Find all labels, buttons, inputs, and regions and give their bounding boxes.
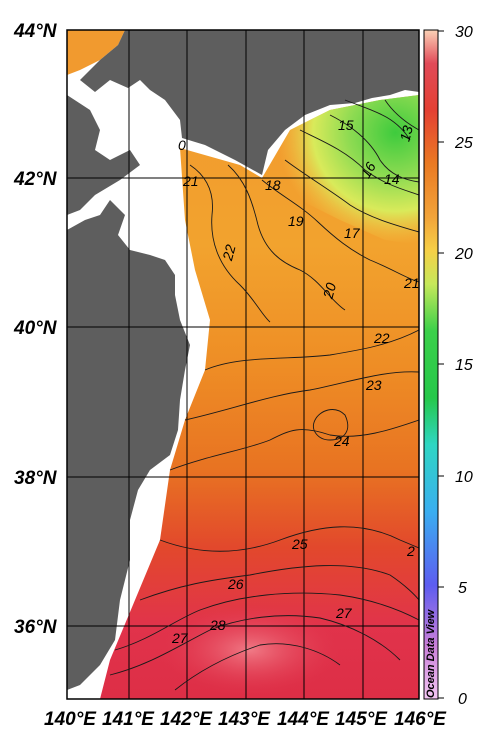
lon-label: 140°E [44,709,97,730]
contour-label: 21 [403,275,420,291]
contour-label: 23 [365,377,382,393]
contour-label: 21 [182,173,199,189]
contour-label: 0 [178,137,186,153]
contour-label: 15 [338,117,354,133]
map-frame [66,29,420,700]
contour-labels: 0 21 22 18 19 20 15 16 14 13 17 21 22 23… [171,117,420,646]
colorbar-tick: 20 [454,246,473,263]
contour-label: 18 [265,177,281,193]
lon-label: 141°E [102,709,155,730]
colorbar-tick: 15 [455,357,473,374]
contour-label: 13 [396,124,416,143]
contour-label: 17 [344,225,361,241]
contour-label: 22 [373,330,390,346]
ocean-data-view-watermark: Ocean Data View [425,608,437,698]
contour-label: 20 [319,281,339,301]
colorbar-tick: 30 [455,24,473,41]
lon-label: 146°E [394,709,447,730]
colorbar-tick: 25 [454,135,473,152]
contour-label: 27 [335,605,353,621]
isotherm-contours [109,99,419,691]
lat-label: 42°N [13,169,58,190]
lat-label: 44°N [13,21,58,42]
longitude-labels: 140°E 141°E 142°E 143°E 144°E 145°E 146°… [44,709,447,730]
contour-label: 25 [291,536,308,552]
contour-label: 27 [171,630,189,646]
land-peninsula [67,95,140,215]
cold-water-region [262,95,419,245]
lon-label: 143°E [218,709,271,730]
grid-lines [67,30,419,699]
lon-label: 145°E [335,709,388,730]
map-area: 0 21 22 18 19 20 15 16 14 13 17 21 22 23… [67,30,420,699]
latitude-labels: 44°N 42°N 40°N 38°N 36°N [13,21,58,638]
lat-label: 38°N [14,468,58,489]
land-hokkaido [80,30,419,175]
contour-label: 26 [227,576,244,592]
contour-label: 14 [384,171,400,187]
nw-sea-patch [67,30,125,75]
lat-label: 40°N [13,318,58,339]
contour-label: 19 [288,213,304,229]
contour-label: 22 [219,243,239,263]
contour-label: 16 [357,159,379,181]
warm-core-region [160,605,340,695]
contour-label: 28 [209,617,226,633]
colorbar-tick: 0 [458,691,467,708]
colorbar-tick: 5 [458,580,467,597]
contour-label: 24 [333,433,350,449]
colorbar: 30 25 20 15 10 5 0 [423,24,473,708]
sea-temperature-field [100,95,419,699]
colorbar-tick: 10 [455,469,473,486]
contour-label: 2 [406,543,415,559]
lon-label: 144°E [277,709,330,730]
lat-label: 36°N [14,617,58,638]
lon-label: 142°E [160,709,213,730]
